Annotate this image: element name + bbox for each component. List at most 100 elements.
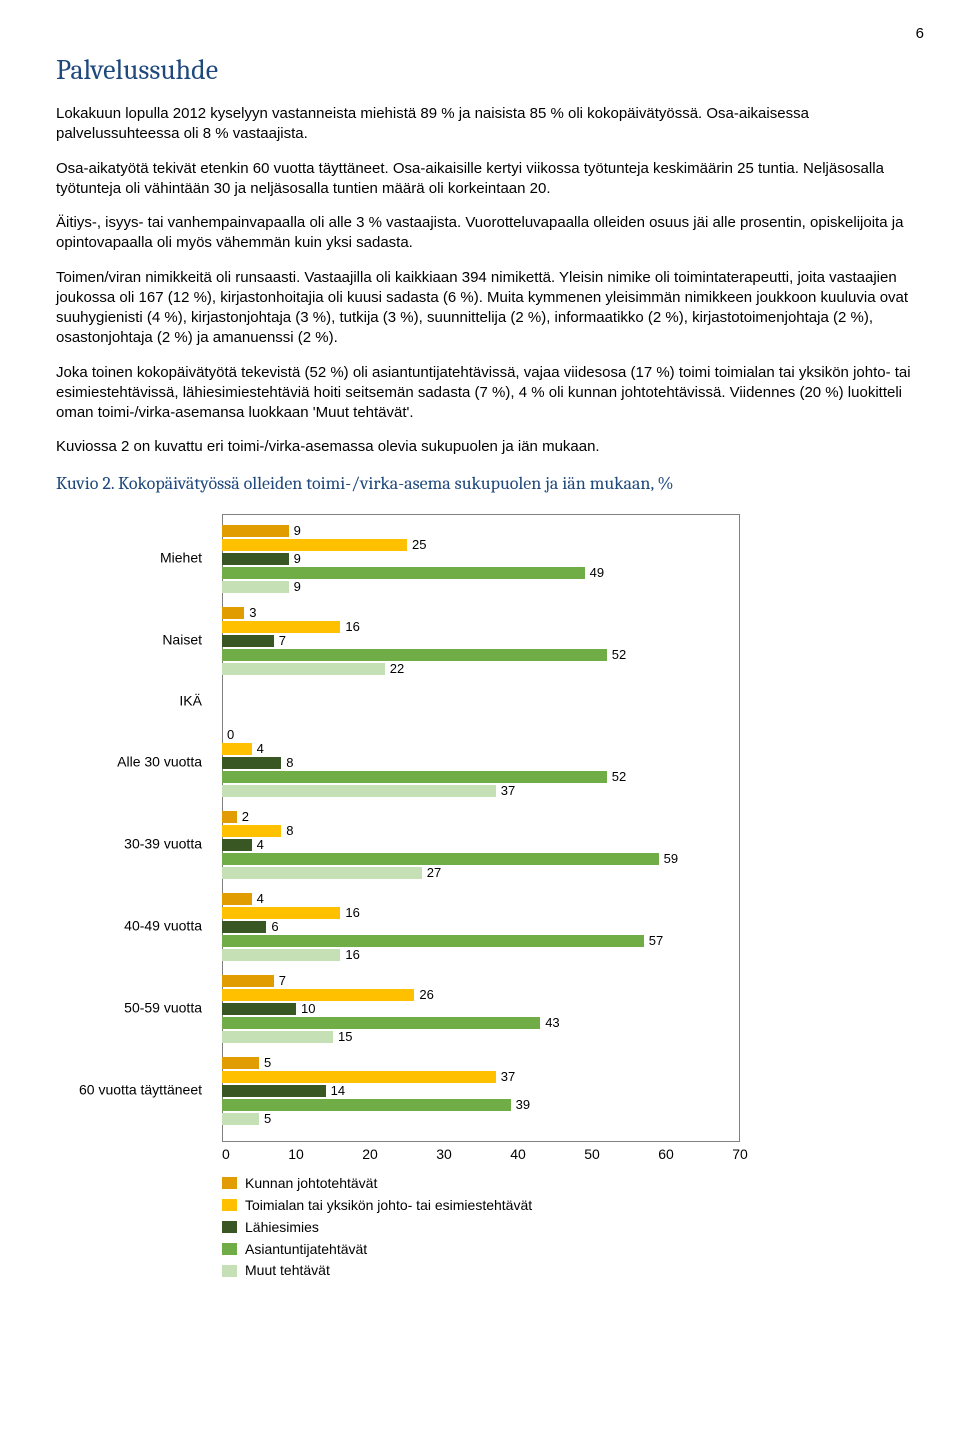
chart-bar bbox=[222, 553, 289, 565]
chart-category-label: Naiset bbox=[162, 630, 212, 649]
body-paragraph: Osa-aikatyötä tekivät etenkin 60 vuotta … bbox=[56, 159, 924, 200]
body-paragraph: Toimen/viran nimikkeitä oli runsaasti. V… bbox=[56, 268, 924, 349]
body-paragraph: Lokakuun lopulla 2012 kyselyyn vastannei… bbox=[56, 104, 924, 145]
chart: MiehetNaisetIKÄAlle 30 vuotta30-39 vuott… bbox=[62, 514, 924, 1280]
chart-value-label: 8 bbox=[286, 822, 293, 840]
chart-value-label: 9 bbox=[294, 522, 301, 540]
chart-value-label: 7 bbox=[279, 972, 286, 990]
chart-bar bbox=[222, 1031, 333, 1043]
chart-bar bbox=[222, 567, 585, 579]
page-number: 6 bbox=[56, 24, 924, 44]
legend-item: Lähiesimies bbox=[222, 1218, 924, 1237]
chart-bar bbox=[222, 539, 407, 551]
chart-value-label: 16 bbox=[345, 904, 359, 922]
section-heading: Palvelussuhde bbox=[56, 52, 924, 90]
chart-bar bbox=[222, 663, 385, 675]
chart-value-label: 39 bbox=[516, 1096, 530, 1114]
chart-value-label: 52 bbox=[612, 768, 626, 786]
chart-bar bbox=[222, 743, 252, 755]
chart-x-tick: 50 bbox=[584, 1145, 600, 1164]
chart-legend: Kunnan johtotehtävät Toimialan tai yksikö… bbox=[222, 1174, 924, 1280]
chart-bar bbox=[222, 921, 266, 933]
chart-x-tick: 60 bbox=[658, 1145, 674, 1164]
chart-bar bbox=[222, 975, 274, 987]
legend-label: Kunnan johtotehtävät bbox=[245, 1174, 377, 1193]
chart-bar bbox=[222, 771, 607, 783]
chart-bar bbox=[222, 635, 274, 647]
body-paragraph: Joka toinen kokopäivätyötä tekevistä (52… bbox=[56, 363, 924, 424]
chart-category-label: Alle 30 vuotta bbox=[117, 752, 212, 771]
chart-bar bbox=[222, 581, 289, 593]
chart-value-label: 7 bbox=[279, 632, 286, 650]
chart-value-label: 14 bbox=[331, 1082, 345, 1100]
chart-bar bbox=[222, 621, 340, 633]
chart-bar bbox=[222, 949, 340, 961]
chart-value-label: 9 bbox=[294, 578, 301, 596]
chart-value-label: 9 bbox=[294, 550, 301, 568]
chart-value-label: 8 bbox=[286, 754, 293, 772]
chart-bar bbox=[222, 839, 252, 851]
legend-item: Muut tehtävät bbox=[222, 1261, 924, 1280]
chart-bar bbox=[222, 649, 607, 661]
chart-bar bbox=[222, 811, 237, 823]
chart-bar bbox=[222, 1099, 511, 1111]
chart-category-label: 50-59 vuotta bbox=[124, 998, 212, 1017]
legend-swatch bbox=[222, 1265, 237, 1277]
chart-bar bbox=[222, 893, 252, 905]
chart-bar bbox=[222, 935, 644, 947]
chart-bar bbox=[222, 1003, 296, 1015]
chart-bar bbox=[222, 1017, 540, 1029]
chart-value-label: 6 bbox=[271, 918, 278, 936]
body-paragraph: Kuviossa 2 on kuvattu eri toimi-/virka-a… bbox=[56, 437, 924, 457]
chart-value-label: 26 bbox=[419, 986, 433, 1004]
chart-x-tick: 10 bbox=[288, 1145, 304, 1164]
chart-value-label: 4 bbox=[257, 740, 264, 758]
legend-swatch bbox=[222, 1243, 237, 1255]
chart-x-tick: 30 bbox=[436, 1145, 452, 1164]
chart-category-label: 60 vuotta täyttäneet bbox=[79, 1080, 212, 1099]
chart-value-label: 25 bbox=[412, 536, 426, 554]
chart-x-tick: 70 bbox=[732, 1145, 748, 1164]
chart-value-label: 57 bbox=[649, 932, 663, 950]
legend-label: Muut tehtävät bbox=[245, 1261, 330, 1280]
chart-value-label: 4 bbox=[257, 890, 264, 908]
chart-value-label: 3 bbox=[249, 604, 256, 622]
chart-category-label: Miehet bbox=[160, 548, 212, 567]
chart-bar bbox=[222, 785, 496, 797]
legend-label: Asiantuntijatehtävät bbox=[245, 1240, 367, 1259]
chart-value-label: 27 bbox=[427, 864, 441, 882]
chart-bar bbox=[222, 1071, 496, 1083]
chart-bar bbox=[222, 853, 659, 865]
legend-swatch bbox=[222, 1177, 237, 1189]
chart-bar bbox=[222, 1113, 259, 1125]
chart-value-label: 5 bbox=[264, 1054, 271, 1072]
chart-plot-area: 9259499316752220485237284592741665716726… bbox=[222, 514, 740, 1142]
legend-label: Lähiesimies bbox=[245, 1218, 319, 1237]
chart-value-label: 49 bbox=[590, 564, 604, 582]
chart-value-label: 52 bbox=[612, 646, 626, 664]
chart-value-label: 59 bbox=[664, 850, 678, 868]
chart-value-label: 22 bbox=[390, 660, 404, 678]
body-paragraph: Äitiys-, isyys- tai vanhempainvapaalla o… bbox=[56, 213, 924, 254]
chart-bar bbox=[222, 607, 244, 619]
legend-item: Kunnan johtotehtävät bbox=[222, 1174, 924, 1193]
chart-caption: Kuvio 2. Kokopäivätyössä olleiden toimi-… bbox=[56, 472, 924, 496]
chart-bar bbox=[222, 525, 289, 537]
chart-value-label: 5 bbox=[264, 1110, 271, 1128]
chart-value-label: 4 bbox=[257, 836, 264, 854]
chart-category-label: 40-49 vuotta bbox=[124, 916, 212, 935]
chart-value-label: 16 bbox=[345, 618, 359, 636]
chart-bar bbox=[222, 757, 281, 769]
legend-label: Toimialan tai yksikön johto- tai esimies… bbox=[245, 1196, 532, 1215]
chart-bar bbox=[222, 825, 281, 837]
chart-value-label: 15 bbox=[338, 1028, 352, 1046]
chart-x-tick: 0 bbox=[222, 1145, 230, 1164]
chart-bar bbox=[222, 1057, 259, 1069]
chart-value-label: 10 bbox=[301, 1000, 315, 1018]
chart-value-label: 43 bbox=[545, 1014, 559, 1032]
chart-value-label: 16 bbox=[345, 946, 359, 964]
legend-item: Asiantuntijatehtävät bbox=[222, 1240, 924, 1259]
chart-value-label: 37 bbox=[501, 782, 515, 800]
chart-bar bbox=[222, 1085, 326, 1097]
chart-category-label: IKÄ bbox=[179, 691, 212, 710]
